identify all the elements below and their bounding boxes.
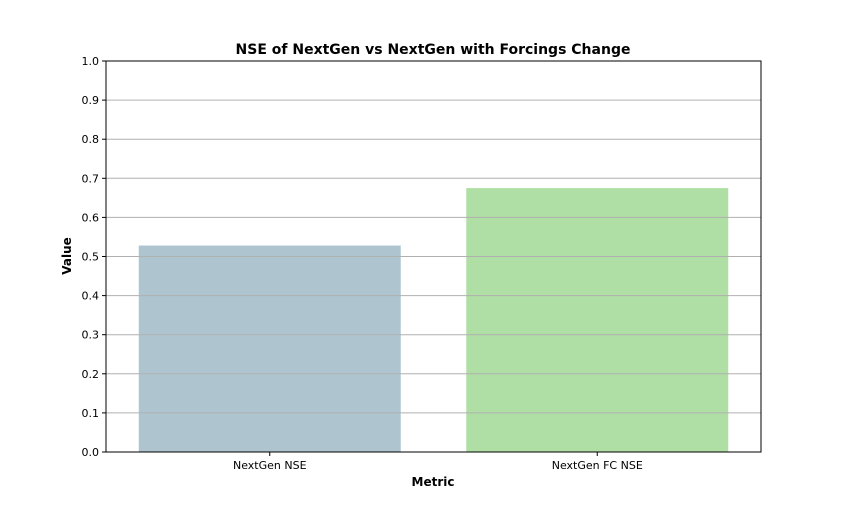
y-axis-label: Value	[60, 237, 74, 275]
x-axis: NextGen NSE NextGen FC NSE	[233, 452, 643, 472]
y-tick-label: 0.2	[82, 368, 100, 381]
y-tick-label: 0.9	[82, 94, 100, 107]
y-tick-label: 0.5	[82, 251, 100, 264]
y-tick-label: 1.0	[82, 55, 100, 68]
y-tick-label: 0.6	[82, 211, 100, 224]
chart-title: NSE of NextGen vs NextGen with Forcings …	[236, 42, 631, 58]
y-tick-label: 0.8	[82, 133, 100, 146]
y-tick-label: 0.7	[82, 172, 100, 185]
y-tick-label: 0.3	[82, 329, 100, 342]
y-tick-label: 0.0	[82, 446, 100, 459]
y-tick-label: 0.4	[82, 290, 100, 303]
bar-nextgen-fc-nse	[466, 188, 729, 452]
y-axis: 0.0 0.1 0.2 0.3 0.4 0.5 0.6 0.7 0.8 0.9 1.0	[82, 55, 106, 459]
x-tick-label: NextGen FC NSE	[552, 459, 643, 472]
bars-layer	[138, 188, 729, 452]
x-axis-label: Metric	[412, 475, 455, 489]
bar-nextgen-nse	[138, 245, 401, 452]
x-tick-label: NextGen NSE	[233, 459, 307, 472]
y-tick-label: 0.1	[82, 407, 100, 420]
